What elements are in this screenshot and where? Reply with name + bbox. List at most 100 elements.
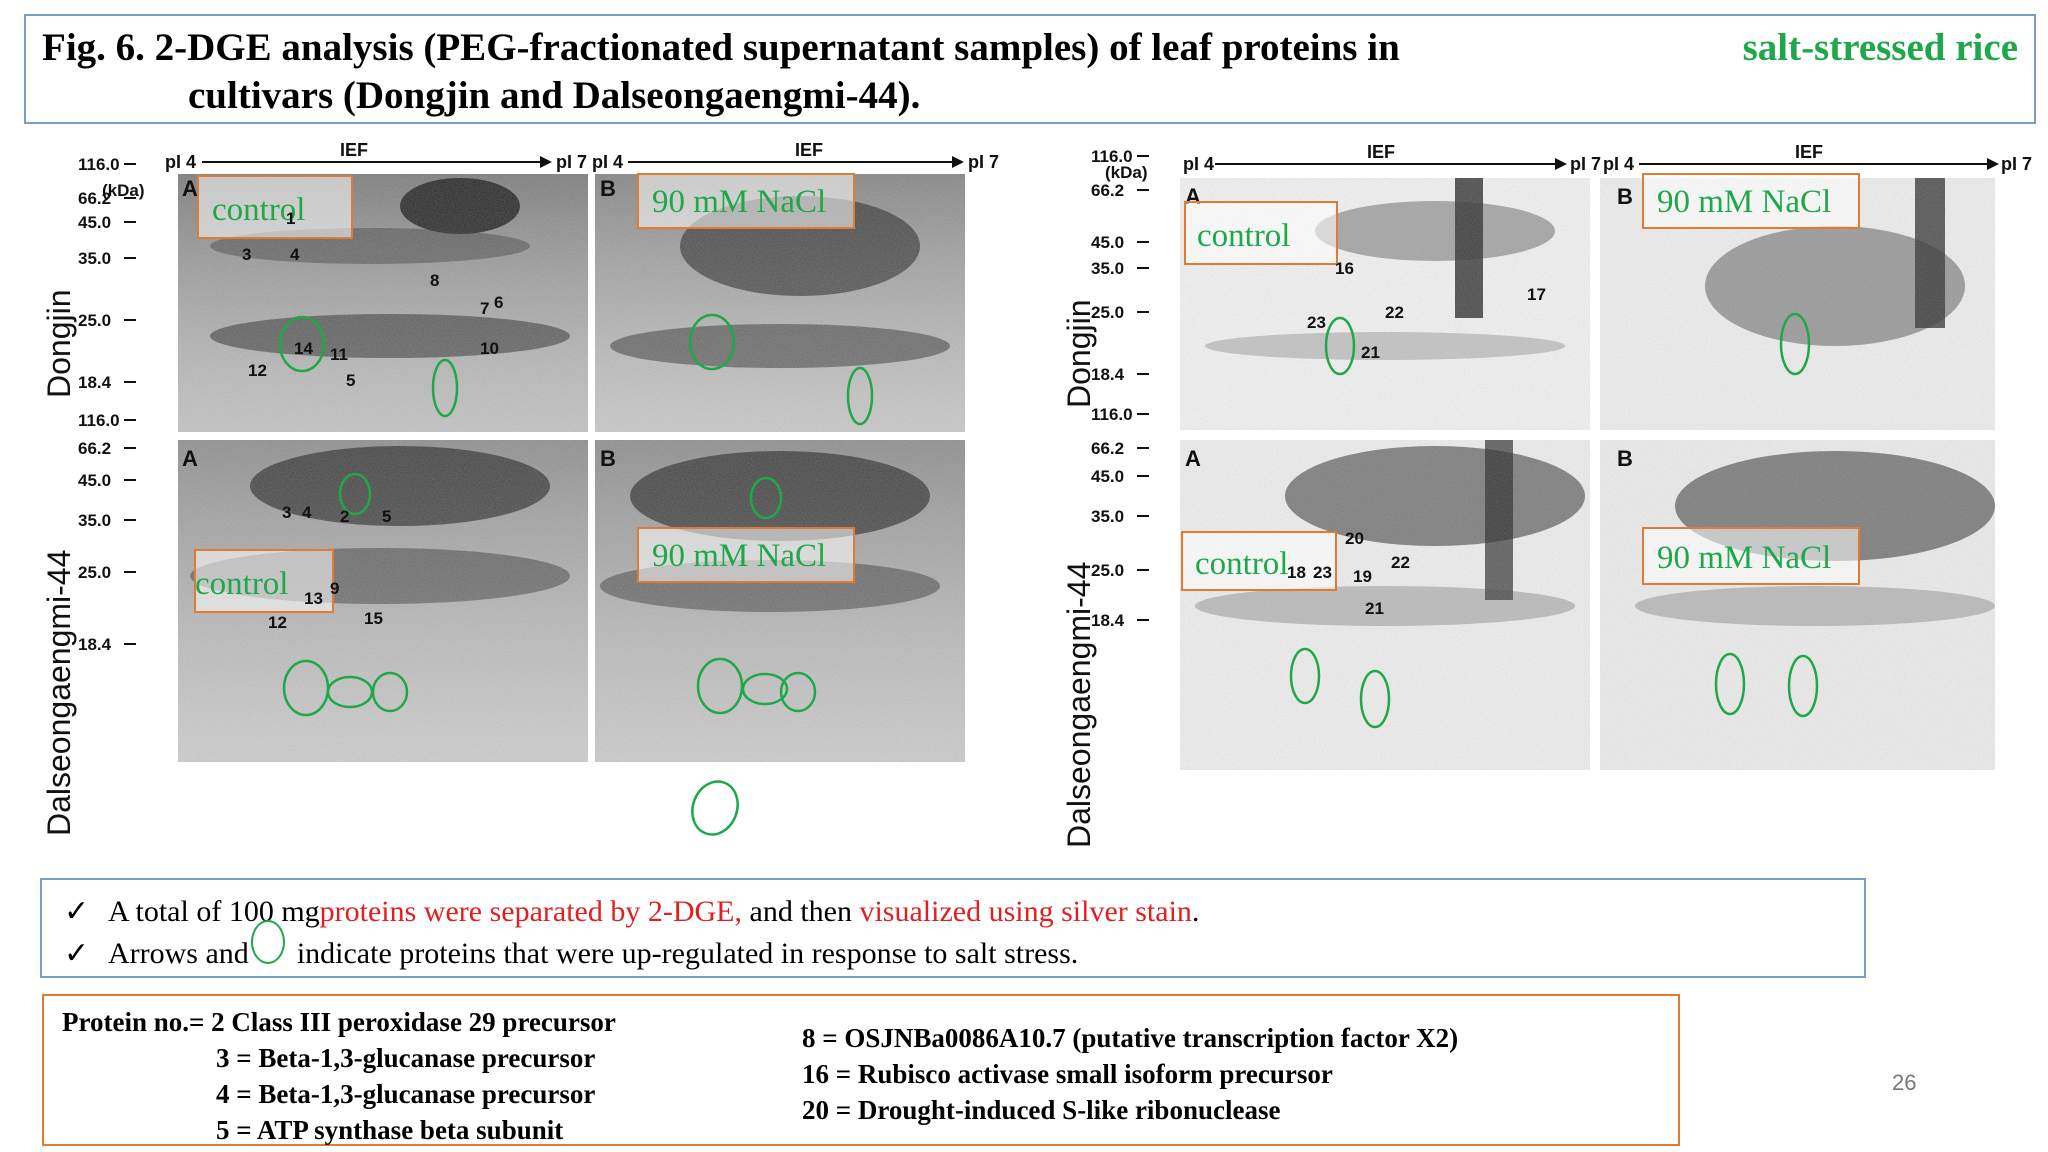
spot-number-label: 22	[1391, 553, 1410, 572]
label-control-bottom: control	[195, 566, 288, 602]
mw-markers-right-bottom: 116.0 66.2 45.0 35.0 25.0 18.4	[1091, 405, 1149, 630]
gel-figure-left-svg: pI 4 IEF pI 7 pI 4 IEF pI 7	[41, 140, 999, 836]
mw-marker-label: 25.0	[78, 311, 111, 330]
note1-text-b: and then	[742, 895, 860, 928]
mw-marker-label: 25.0	[78, 563, 111, 582]
ief-label-b: IEF	[795, 140, 823, 160]
spot-number-label: 11	[330, 345, 348, 364]
notes-box: ✓ A total of 100 mg proteins were separa…	[40, 878, 1866, 978]
protein-item: 3 = Beta-1,3-glucanase precursor	[216, 1043, 596, 1073]
figure-title-box: Fig. 6. 2-DGE analysis (PEG-fractionated…	[24, 14, 2036, 124]
mw-marker-label: 116.0	[1091, 405, 1133, 424]
label-control-right-bottom: control	[1195, 546, 1288, 582]
gel-figure-right: pI 4 IEF pI 7 pI 4 IEF pI 7	[1055, 136, 2040, 864]
note-line-1: ✓ A total of 100 mg proteins were separa…	[64, 892, 1864, 932]
label-control-top: control	[212, 192, 305, 228]
spot-number-label: 9	[330, 579, 339, 598]
spot-number-label: 10	[480, 339, 499, 358]
cultivar-label-dalseong-left: Dalseongaengmi-44	[41, 550, 77, 836]
note1-text-c: .	[1191, 895, 1200, 928]
mw-marker-label: 35.0	[1091, 259, 1124, 278]
spot-number-label: 4	[302, 503, 312, 522]
panel-letter-a-top: A	[182, 176, 198, 201]
mw-marker-label: 35.0	[78, 511, 111, 530]
mw-marker-label: 18.4	[1091, 611, 1125, 630]
mw-marker-label: 35.0	[78, 249, 111, 268]
spot-number-label: 14	[294, 339, 313, 358]
pi-right-label-d: pI 7	[2001, 154, 2032, 174]
cultivar-label-dongjin-left: Dongjin	[41, 289, 77, 398]
panel-letter-b-bottom: B	[600, 446, 616, 471]
spot-circles-right	[1289, 312, 1819, 729]
mw-marker-label: 66.2	[78, 439, 111, 458]
mw-marker-label: 66.2	[1091, 181, 1124, 200]
spot-number-label: 20	[1345, 529, 1364, 548]
pi-right-label-a: pI 7	[556, 152, 587, 172]
pi-right-label-b: pI 7	[968, 152, 999, 172]
title-prefix: Fig. 6. 2-DGE analysis (PEG-fractionated…	[42, 26, 1400, 69]
protein-item: 4 = Beta-1,3-glucanase precursor	[216, 1079, 596, 1109]
spot-number-label: 21	[1361, 343, 1380, 362]
protein-list-box: Protein no.= 2 Class III peroxidase 29 p…	[42, 994, 1680, 1146]
pi-right-label-c: pI 7	[1570, 154, 1601, 174]
panel-letter-b-right-top: B	[1617, 184, 1633, 209]
title-highlight: salt-stressed rice	[1742, 26, 2018, 69]
panel-letter-a-bottom: A	[182, 446, 198, 471]
spot-number-label: 17	[1527, 285, 1546, 304]
kda-label-right: (kDa)	[1105, 163, 1148, 182]
spot-number-label: 1	[286, 209, 295, 228]
note1-red-2: visualized using silver stain	[859, 895, 1192, 928]
spot-number-label: 3	[242, 245, 251, 264]
pi-left-label-d: pI 4	[1603, 154, 1634, 174]
panel-letter-b-top: B	[600, 176, 616, 201]
spot-number-label: 7	[480, 299, 489, 318]
spot-number-label: 3	[282, 503, 291, 522]
figure-title-line1: Fig. 6. 2-DGE analysis (PEG-fractionated…	[42, 24, 2018, 72]
spot-number-label: 8	[430, 271, 439, 290]
mw-marker-label: 25.0	[1091, 303, 1124, 322]
cultivar-label-dalseong-right: Dalseongaengmi-44	[1061, 562, 1097, 848]
spot-number-label: 2	[340, 507, 349, 526]
cultivar-label-dongjin-right: Dongjin	[1061, 299, 1097, 408]
spot-numbers-right: 16 17 23 22 21 20 18 23 19 22 21	[1287, 259, 1546, 618]
page-number: 26	[1892, 1070, 1917, 1095]
pi-left-label-a: pI 4	[165, 152, 196, 172]
spot-number-label: 6	[494, 293, 503, 312]
mw-marker-label: 35.0	[1091, 507, 1124, 526]
panel-letter-a-right-bottom: A	[1185, 446, 1201, 471]
panel-letter-b-right-bottom: B	[1617, 446, 1633, 471]
spot-number-label: 19	[1353, 567, 1372, 586]
mw-marker-label: 45.0	[1091, 467, 1124, 486]
check-icon: ✓	[64, 895, 90, 928]
mw-marker-label: 116.0	[78, 411, 120, 430]
mw-marker-label: 66.2	[78, 189, 111, 208]
spot-number-label: 12	[268, 613, 287, 632]
mw-marker-label: 66.2	[1091, 439, 1124, 458]
spot-number-label: 23	[1313, 563, 1332, 582]
note1-text-a: A total of 100 mg	[108, 895, 320, 928]
ief-label-d: IEF	[1795, 142, 1823, 162]
note2-text-a: Arrows and	[108, 937, 249, 970]
mw-marker-label: 45.0	[78, 213, 111, 232]
gel-figure-left: pI 4 IEF pI 7 pI 4 IEF pI 7	[40, 136, 1020, 864]
spot-number-label: 22	[1385, 303, 1404, 322]
kda-label-left: (kDa)	[102, 181, 145, 200]
spot-number-label: 13	[304, 589, 323, 608]
gel-figure-right-svg: pI 4 IEF pI 7 pI 4 IEF pI 7	[1061, 142, 2032, 848]
mw-markers-left-bottom: 116.0 66.2 45.0 35.0 25.0 18.4	[78, 411, 136, 654]
spot-number-label: 4	[290, 245, 300, 264]
mw-marker-label: 45.0	[1091, 233, 1124, 252]
mw-marker-label: 116.0	[1091, 147, 1133, 166]
spot-number-label: 18	[1287, 563, 1306, 582]
green-circle-icon	[250, 920, 285, 964]
mw-markers-right-top: 116.0 66.2 45.0 35.0 25.0 18.4	[1091, 147, 1149, 384]
pi-left-label-b: pI 4	[592, 152, 623, 172]
label-nacl-top: 90 mM NaCl	[652, 184, 826, 220]
spot-number-label: 5	[346, 371, 355, 390]
gel-panel-right-dalseong-control	[1180, 440, 1590, 770]
mw-marker-label: 45.0	[78, 471, 111, 490]
protein-item: 5 = ATP synthase beta subunit	[216, 1115, 564, 1145]
label-nacl-right-bottom: 90 mM NaCl	[1657, 540, 1831, 576]
check-icon: ✓	[64, 937, 90, 970]
